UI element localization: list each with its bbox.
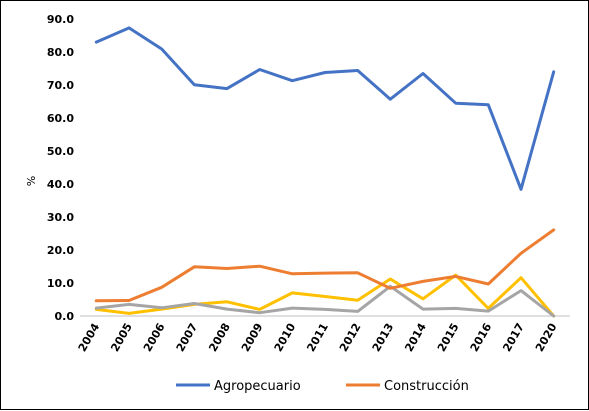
x-tick-label: 2008 bbox=[206, 321, 233, 354]
x-tick-label: 2013 bbox=[370, 321, 397, 354]
y-tick-label: 50.0 bbox=[47, 145, 74, 158]
x-tick-label: 2015 bbox=[435, 321, 462, 354]
y-tick-label: 70.0 bbox=[47, 79, 74, 92]
x-tick-label: 2016 bbox=[468, 321, 495, 354]
legend-label: Agropecuario bbox=[214, 379, 301, 394]
y-tick-label: 20.0 bbox=[47, 244, 74, 257]
y-tick-label: 90.0 bbox=[47, 13, 74, 26]
x-tick-label: 2006 bbox=[141, 321, 168, 354]
y-tick-label: 40.0 bbox=[47, 178, 74, 191]
x-tick-label: 2009 bbox=[239, 321, 266, 354]
y-axis-label: % bbox=[24, 176, 37, 186]
series-line-series-3 bbox=[94, 284, 556, 318]
x-tick-label: 2010 bbox=[272, 321, 299, 354]
series-line-agropecuario bbox=[94, 26, 556, 191]
series-line-construcción bbox=[94, 228, 556, 303]
x-tick-label: 2020 bbox=[533, 321, 560, 354]
y-tick-label: 60.0 bbox=[47, 112, 74, 125]
y-tick-label: 10.0 bbox=[47, 277, 74, 290]
y-tick-label: 0.0 bbox=[55, 310, 75, 323]
y-tick-label: 80.0 bbox=[47, 46, 74, 59]
x-tick-label: 2005 bbox=[108, 321, 135, 354]
legend-label: Construcción bbox=[384, 379, 469, 394]
x-tick-label: 2014 bbox=[402, 321, 429, 354]
y-tick-label: 30.0 bbox=[47, 211, 74, 224]
x-tick-label: 2012 bbox=[337, 321, 364, 354]
x-tick-label: 2017 bbox=[500, 321, 527, 354]
x-tick-label: 2004 bbox=[76, 321, 103, 354]
x-tick-label: 2007 bbox=[174, 321, 201, 354]
x-tick-label: 2011 bbox=[304, 321, 331, 354]
